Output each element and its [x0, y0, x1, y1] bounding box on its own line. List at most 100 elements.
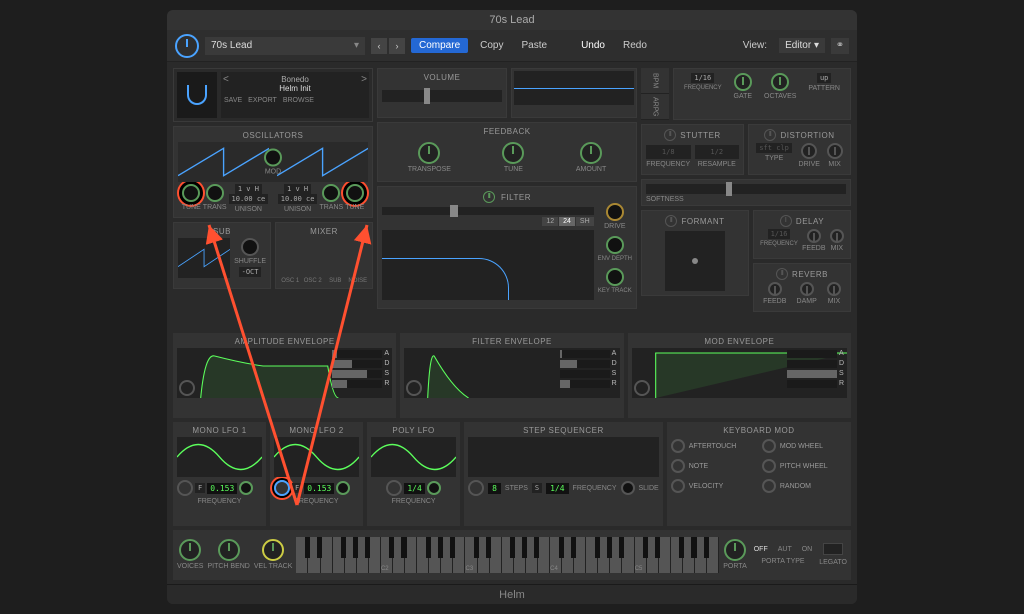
- arp-octaves-knob[interactable]: [771, 73, 789, 91]
- reverb-power[interactable]: [776, 268, 788, 280]
- lfo2-sync[interactable]: F: [292, 483, 302, 493]
- dist-mix-knob[interactable]: [827, 143, 843, 159]
- feedback-transpose-knob[interactable]: [418, 142, 440, 164]
- filter-24db[interactable]: 24: [559, 217, 575, 226]
- compare-button[interactable]: Compare: [411, 38, 468, 53]
- filter-sh[interactable]: SH: [576, 217, 594, 226]
- lfo2-freq-knob[interactable]: [336, 481, 350, 495]
- sub-waveform[interactable]: [178, 238, 230, 278]
- copy-button[interactable]: Copy: [474, 38, 509, 53]
- reverb-feedb-knob[interactable]: [768, 282, 782, 296]
- osc-mod-knob[interactable]: [264, 149, 282, 167]
- undo-button[interactable]: Undo: [575, 38, 611, 53]
- distortion-power[interactable]: [764, 129, 776, 141]
- dist-drive-knob[interactable]: [801, 143, 817, 159]
- aftertouch-src[interactable]: [671, 439, 685, 453]
- filter-keytrack-knob[interactable]: [606, 268, 624, 286]
- polylfo-freq-knob[interactable]: [427, 481, 441, 495]
- filter-drive-knob[interactable]: [606, 203, 624, 221]
- redo-button[interactable]: Redo: [617, 38, 653, 53]
- step-display[interactable]: [468, 437, 659, 477]
- osc1-voices[interactable]: 1 v H: [235, 184, 262, 194]
- master-power-button[interactable]: [175, 34, 199, 58]
- feedback-amount-knob[interactable]: [580, 142, 602, 164]
- delay-power[interactable]: [780, 215, 792, 227]
- sub-oct[interactable]: -OCT: [239, 267, 262, 277]
- modwheel-src[interactable]: [762, 439, 776, 453]
- filt-env-mod-src[interactable]: [406, 380, 422, 396]
- osc1-cents[interactable]: 10.00 ce: [229, 194, 269, 204]
- osc-waveform-display[interactable]: MOD: [178, 142, 368, 182]
- delay-freq-box[interactable]: 1/16: [768, 229, 791, 239]
- lfo1-readout[interactable]: 0.153: [207, 483, 237, 494]
- osc1-tune-knob[interactable]: [182, 184, 200, 202]
- osc1-trans-knob[interactable]: [206, 184, 224, 202]
- step-mod-src[interactable]: [468, 480, 484, 496]
- filter-power[interactable]: [483, 191, 495, 203]
- lfo2-readout[interactable]: 0.153: [304, 483, 334, 494]
- mod-env-display[interactable]: A D S R: [632, 348, 847, 398]
- step-slide-knob[interactable]: [621, 481, 635, 495]
- osc2-voices[interactable]: 1 v H: [284, 184, 311, 194]
- mod-env-mod-src[interactable]: [634, 380, 650, 396]
- keyboard[interactable]: C2C3C4C5: [296, 537, 719, 573]
- filter-12db[interactable]: 12: [542, 217, 558, 226]
- browse-button[interactable]: BROWSE: [283, 97, 314, 104]
- formant-xy-pad[interactable]: [665, 231, 725, 291]
- view-selector[interactable]: Editor ▾: [779, 38, 825, 53]
- paste-button[interactable]: Paste: [516, 38, 554, 53]
- random-src[interactable]: [762, 479, 776, 493]
- reverb-damp-knob[interactable]: [800, 282, 814, 296]
- velocity-src[interactable]: [671, 479, 685, 493]
- volume-slider[interactable]: [382, 90, 502, 102]
- feedback-tune-knob[interactable]: [502, 142, 524, 164]
- preset-dropdown[interactable]: 70s Lead: [205, 37, 365, 55]
- pitchwheel-src[interactable]: [762, 459, 776, 473]
- softness-slider[interactable]: [646, 184, 846, 194]
- export-button[interactable]: EXPORT: [248, 97, 277, 104]
- delay-feedb-knob[interactable]: [807, 229, 821, 243]
- porta-knob[interactable]: [724, 539, 746, 561]
- amp-env-mod-src[interactable]: [179, 380, 195, 396]
- porta-off[interactable]: OFF: [751, 545, 771, 554]
- lfo1-mod-src[interactable]: [177, 480, 193, 496]
- stutter-resample-box[interactable]: 1/2: [695, 145, 740, 159]
- osc2-tune-knob[interactable]: [346, 184, 364, 202]
- reverb-mix-knob[interactable]: [827, 282, 841, 296]
- delay-mix-knob[interactable]: [830, 229, 844, 243]
- amp-env-display[interactable]: A D S R: [177, 348, 392, 398]
- preset-next[interactable]: >: [361, 74, 367, 85]
- step-sync[interactable]: S: [532, 483, 542, 493]
- lfo1-sync[interactable]: F: [195, 483, 205, 493]
- porta-on[interactable]: ON: [799, 545, 816, 554]
- porta-aut[interactable]: AUT: [775, 545, 795, 554]
- filter-cutoff-track[interactable]: [382, 207, 594, 215]
- note-src[interactable]: [671, 459, 685, 473]
- lfo1-freq-knob[interactable]: [239, 481, 253, 495]
- pitchbend-knob[interactable]: [218, 539, 240, 561]
- arp-freq-box[interactable]: 1/16: [691, 73, 714, 83]
- filter-envdepth-knob[interactable]: [606, 236, 624, 254]
- osc2-cents[interactable]: 10.00 ce: [278, 194, 318, 204]
- lfo2-display[interactable]: [274, 437, 359, 477]
- preset-prev[interactable]: <: [223, 74, 229, 85]
- arp-gate-knob[interactable]: [734, 73, 752, 91]
- arp-pattern-box[interactable]: up: [817, 73, 831, 83]
- lfo2-mod-src[interactable]: [274, 480, 290, 496]
- preset-prev-button[interactable]: ‹: [371, 38, 387, 54]
- dist-mode[interactable]: sft clp: [756, 143, 792, 153]
- stutter-freq-box[interactable]: 1/8: [646, 145, 691, 159]
- filt-env-display[interactable]: A D S R: [404, 348, 619, 398]
- preset-next-button[interactable]: ›: [389, 38, 405, 54]
- voices-knob[interactable]: [179, 539, 201, 561]
- formant-power[interactable]: [665, 215, 677, 227]
- veltrack-knob[interactable]: [262, 539, 284, 561]
- step-count[interactable]: 8: [488, 483, 501, 494]
- sub-shuffle-knob[interactable]: [241, 238, 259, 256]
- osc2-trans-knob[interactable]: [322, 184, 340, 202]
- legato-toggle[interactable]: [823, 543, 843, 555]
- save-button[interactable]: SAVE: [224, 97, 242, 104]
- link-icon[interactable]: ⚭: [831, 38, 849, 54]
- polylfo-rate[interactable]: 1/4: [404, 483, 424, 494]
- filter-display[interactable]: [382, 230, 594, 300]
